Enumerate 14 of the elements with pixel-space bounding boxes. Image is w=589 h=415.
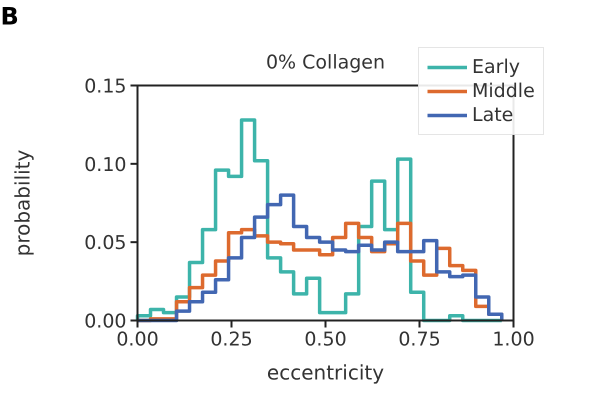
text: B <box>0 2 19 30</box>
y-tick-label: 0.10 <box>84 154 127 176</box>
chart-title: 0% Collagen <box>266 52 386 74</box>
y-tick-label: 0.05 <box>84 232 127 254</box>
legend-label: Middle <box>472 80 535 102</box>
x-tick-label: 0.75 <box>398 328 441 350</box>
x-tick-label: 0.50 <box>304 328 347 350</box>
y-axis-title: probability <box>10 149 34 256</box>
x-tick-label: 0.25 <box>210 328 253 350</box>
legend-label: Early <box>472 56 520 78</box>
y-tick-label: 0.15 <box>84 76 127 98</box>
x-tick-label: 1.00 <box>492 328 535 350</box>
x-axis-title: eccentricity <box>266 360 384 384</box>
legend-label: Late <box>472 104 514 126</box>
